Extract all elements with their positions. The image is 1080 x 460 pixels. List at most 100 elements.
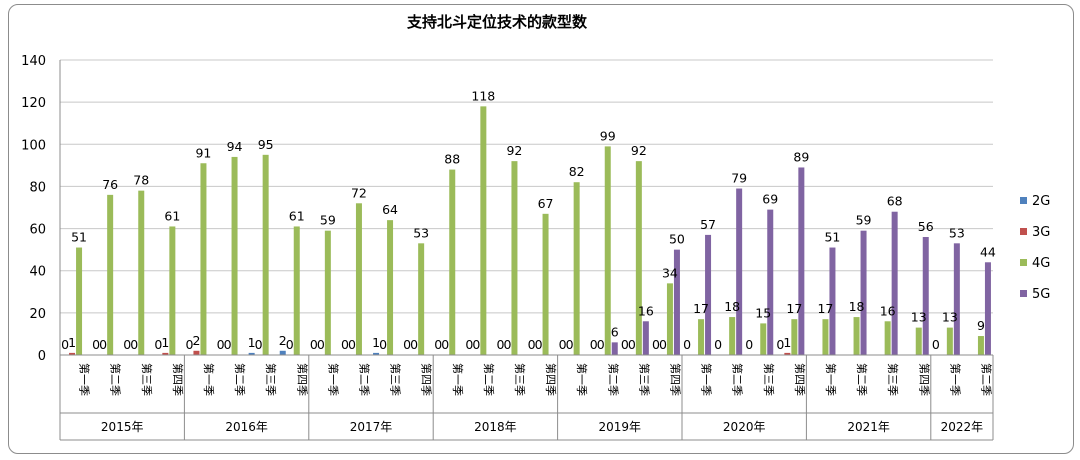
year-label: 2018年: [474, 420, 517, 434]
data-label: 1: [783, 335, 791, 350]
data-label: 2: [279, 333, 287, 348]
category-label: 第二季: [233, 363, 247, 396]
category-label: 第二季: [979, 363, 993, 396]
bar-3g: [784, 352, 791, 355]
legend-swatch-5g: [1020, 290, 1027, 297]
data-label: 0: [528, 337, 536, 352]
data-label: 59: [320, 213, 336, 228]
data-label: 17: [817, 301, 833, 316]
bar-2g: [248, 352, 255, 355]
bar-2g: [279, 350, 286, 355]
data-label: 9: [977, 318, 985, 333]
data-label: 1: [248, 335, 256, 350]
bar-5g: [705, 234, 712, 355]
bar-4g: [542, 213, 549, 355]
bar-4g: [698, 319, 705, 355]
bar-4g: [387, 220, 394, 355]
bar-4g: [480, 106, 487, 355]
category-label: 第三季: [389, 363, 403, 396]
data-label: 0: [123, 337, 131, 352]
category-label: 第一季: [948, 363, 962, 396]
data-label: 72: [351, 185, 367, 200]
category-label: 第二季: [606, 363, 620, 396]
data-label: 0: [652, 337, 660, 352]
bar-4g: [107, 194, 114, 355]
category-label: 第二季: [109, 363, 123, 396]
category-label: 第四季: [420, 363, 434, 396]
bar-4g: [200, 163, 207, 355]
y-tick-label: 40: [29, 265, 46, 280]
bar-4g: [884, 321, 891, 355]
data-label: 69: [762, 192, 778, 207]
data-label: 67: [538, 196, 554, 211]
category-label: 第三季: [762, 363, 776, 396]
category-label: 第三季: [886, 363, 900, 396]
data-label: 16: [880, 303, 896, 318]
y-tick-label: 120: [21, 96, 46, 111]
data-label: 0: [130, 337, 138, 352]
bar-5g: [611, 342, 618, 355]
data-label: 94: [227, 139, 243, 154]
category-label: 第二季: [731, 363, 745, 396]
data-label: 92: [506, 143, 522, 158]
data-label: 0: [317, 337, 325, 352]
legend-swatch-4g: [1020, 259, 1027, 266]
year-label: 2019年: [599, 420, 642, 434]
data-label: 56: [918, 219, 934, 234]
data-label: 0: [286, 337, 294, 352]
data-label: 88: [444, 152, 460, 167]
year-label: 2017年: [350, 420, 393, 434]
bar-4g: [853, 317, 860, 355]
data-label: 79: [731, 171, 747, 186]
bar-4g: [946, 327, 953, 355]
data-label: 16: [638, 303, 654, 318]
bar-4g: [293, 226, 300, 355]
data-label: 64: [382, 202, 398, 217]
data-label: 0: [932, 337, 940, 352]
bar-5g: [922, 237, 929, 355]
data-label: 44: [980, 244, 996, 259]
bar-3g: [69, 352, 76, 355]
data-label: 0: [403, 337, 411, 352]
data-label: 0: [472, 337, 480, 352]
bar-4g: [449, 169, 456, 355]
data-label: 0: [683, 337, 691, 352]
legend: 2G 3G 4G 5G: [1020, 194, 1050, 302]
year-label: 2020年: [723, 420, 766, 434]
data-label: 118: [471, 88, 495, 103]
category-label: 第二季: [855, 363, 869, 396]
data-label: 0: [185, 337, 193, 352]
data-label: 0: [628, 337, 636, 352]
category-label: 第一季: [824, 363, 838, 396]
data-label: 0: [496, 337, 504, 352]
y-tick-label: 80: [29, 180, 46, 195]
data-label: 1: [372, 335, 380, 350]
y-tick-label: 100: [21, 138, 46, 153]
bar-3g: [193, 350, 200, 355]
bar-4g: [635, 161, 642, 355]
data-label: 0: [255, 337, 263, 352]
bar-3g: [162, 352, 169, 355]
y-tick-label: 60: [29, 223, 46, 238]
year-label: 2021年: [847, 420, 890, 434]
bar-4g: [169, 226, 176, 355]
category-label: 第四季: [668, 363, 682, 396]
data-label: 0: [434, 337, 442, 352]
legend-swatch-3g: [1020, 228, 1027, 235]
bar-4g: [604, 146, 611, 355]
data-label: 13: [911, 310, 927, 325]
data-label: 89: [793, 149, 809, 164]
data-label: 51: [824, 230, 840, 245]
bar-4g: [915, 327, 922, 355]
data-label: 0: [465, 337, 473, 352]
data-label: 6: [611, 324, 619, 339]
data-label: 0: [61, 337, 69, 352]
data-label: 1: [68, 335, 76, 350]
data-label: 0: [597, 337, 605, 352]
category-label: 第一季: [575, 363, 589, 396]
year-label: 2016年: [225, 420, 268, 434]
category-label: 第三季: [637, 363, 651, 396]
data-label: 0: [154, 337, 162, 352]
data-label: 0: [348, 337, 356, 352]
bar-4g: [977, 336, 984, 355]
